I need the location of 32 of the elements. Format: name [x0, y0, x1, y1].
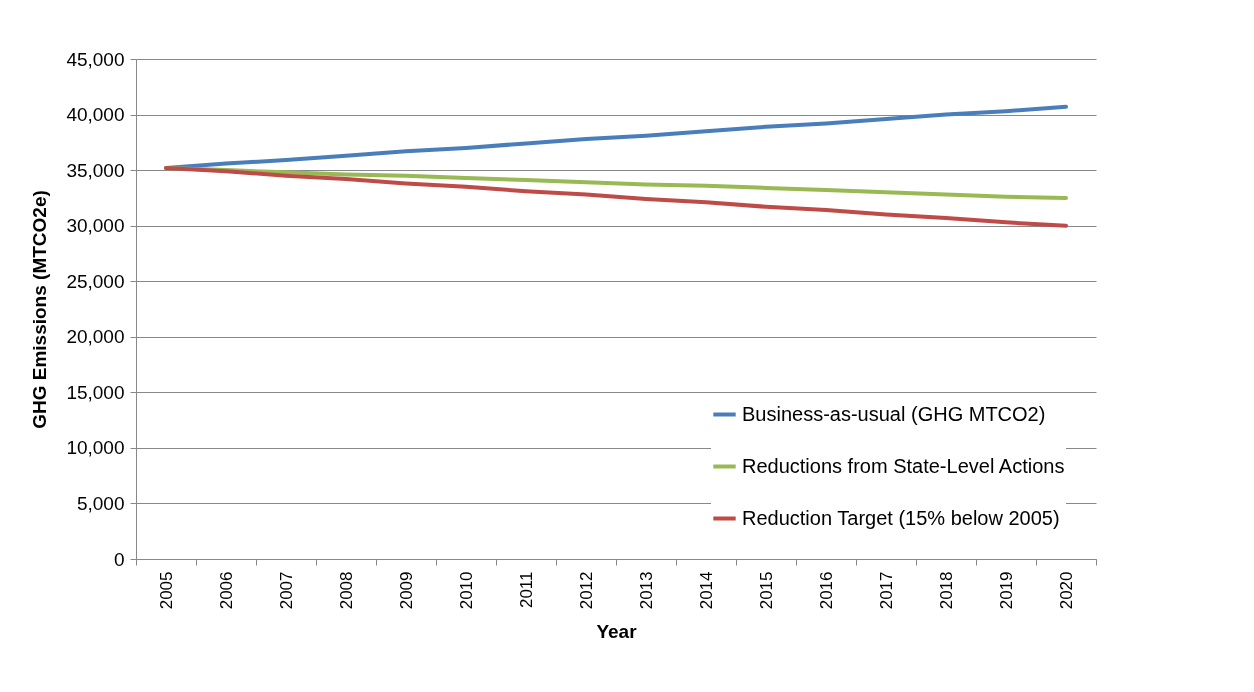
y-tick-label: 5,000	[76, 492, 125, 514]
x-tick-label: 2009	[396, 571, 416, 610]
y-tick-label: 25,000	[66, 270, 125, 292]
x-tick-label: 2014	[696, 571, 716, 610]
y-axis-title: GHG Emissions (MTCO2e)	[29, 190, 51, 429]
y-tick-label: 45,000	[66, 48, 125, 70]
x-axis-title: Year	[596, 621, 638, 643]
y-tick-label: 20,000	[66, 326, 125, 348]
x-tick-label: 2019	[996, 571, 1016, 610]
x-tick-label: 2006	[216, 571, 236, 610]
x-tick-label: 2011	[516, 571, 536, 609]
y-tick-label: 35,000	[66, 159, 125, 181]
x-tick-label: 2016	[816, 571, 836, 610]
legend-label: Business-as-usual (GHG MTCO2)	[742, 402, 1046, 425]
y-tick-label: 40,000	[66, 104, 125, 126]
x-tick-label: 2012	[576, 571, 596, 610]
x-tick-label: 2010	[456, 571, 476, 610]
legend-label: Reduction Target (15% below 2005)	[742, 506, 1060, 529]
line-series	[164, 165, 1068, 228]
x-tick-label: 2015	[756, 571, 776, 610]
x-tick-label: 2013	[636, 571, 656, 610]
x-tick-label: 2008	[336, 571, 356, 610]
x-tick-label: 2020	[1056, 571, 1076, 610]
x-tick-label: 2017	[876, 571, 896, 610]
x-tick-label: 2018	[936, 571, 956, 610]
x-tick-label: 2005	[156, 571, 176, 610]
y-tick-label: 30,000	[66, 215, 125, 237]
legend-label: Reductions from State-Level Actions	[742, 454, 1065, 477]
y-tick-label: 15,000	[66, 381, 125, 403]
y-tick-label: 0	[113, 548, 125, 570]
x-tick-label: 2007	[276, 571, 296, 610]
y-tick-label: 10,000	[66, 437, 125, 459]
